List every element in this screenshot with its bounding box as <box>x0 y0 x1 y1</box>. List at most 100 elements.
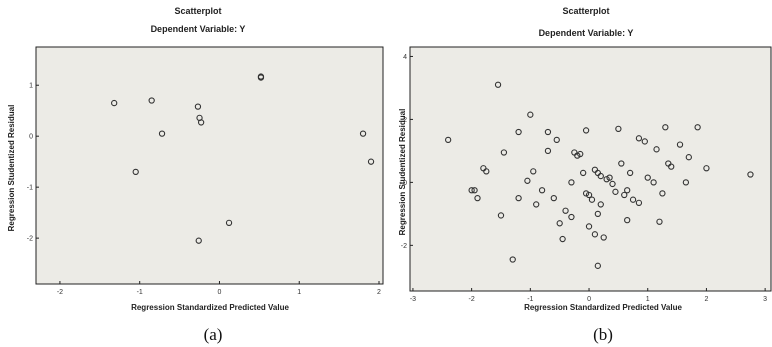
y-tick-label: 2 <box>403 117 407 124</box>
data-point <box>509 256 516 263</box>
data-point <box>568 179 575 186</box>
data-point <box>609 180 616 188</box>
data-point <box>644 174 651 181</box>
data-point <box>656 218 663 225</box>
data-point <box>367 158 375 165</box>
data-point <box>685 154 692 161</box>
y-tick-label: 0 <box>29 134 33 141</box>
data-point <box>533 201 540 208</box>
data-point <box>515 194 522 202</box>
data-point <box>629 196 637 203</box>
x-tick-label: 2 <box>704 296 708 303</box>
data-point <box>195 237 202 244</box>
data-point <box>626 169 634 177</box>
data-point <box>544 128 552 136</box>
data-point <box>530 168 537 175</box>
data-point <box>497 212 505 219</box>
x-tick-label: -2 <box>469 296 475 303</box>
data-point <box>468 187 475 194</box>
data-point <box>562 207 569 214</box>
chart-subtitle: Dependent Variable: Y <box>151 24 246 34</box>
data-point <box>568 213 575 221</box>
data-point <box>612 188 619 195</box>
chart-subtitle: Dependent Variable: Y <box>539 28 634 38</box>
data-point <box>606 174 613 181</box>
data-point <box>132 168 139 176</box>
data-point <box>538 187 546 194</box>
data-point <box>594 210 601 218</box>
data-point <box>597 201 604 208</box>
data-point <box>194 103 202 110</box>
chart-title: Scatterplot <box>562 6 609 16</box>
x-tick-label: 2 <box>377 289 381 296</box>
data-point <box>585 191 593 199</box>
data-point <box>359 130 367 137</box>
data-point <box>624 217 631 224</box>
data-point <box>615 125 622 133</box>
data-point <box>588 196 596 203</box>
x-axis-label: Regression Standardized Predicted Value <box>524 303 682 312</box>
y-tick-label: -1 <box>27 185 33 192</box>
y-tick-label: 1 <box>29 83 33 90</box>
data-point <box>577 150 584 158</box>
scatterplot-panel-a: Scatterplot Dependent Variable: Y -2 -1 0 1… <box>7 6 384 344</box>
y-tick-label: 0 <box>403 180 407 187</box>
data-point <box>650 179 657 186</box>
data-point <box>582 127 590 134</box>
x-tick-label: 0 <box>218 289 222 296</box>
data-points <box>111 73 375 244</box>
y-tick-label: -2 <box>401 243 407 250</box>
y-axis-label: Regression Studentized Residual <box>7 105 16 232</box>
data-point <box>524 177 531 184</box>
data-point <box>621 191 628 199</box>
y-axis-label: Regression Studentized Residual <box>398 109 407 236</box>
x-tick-label: 1 <box>297 289 301 296</box>
data-points <box>445 81 754 269</box>
x-tick-label: 0 <box>587 296 591 303</box>
y-tick-label: -2 <box>27 236 33 243</box>
data-point <box>148 97 155 104</box>
x-ticks: -2 -1 0 1 2 <box>57 281 381 296</box>
data-point <box>676 141 684 148</box>
data-point <box>556 220 563 227</box>
data-point <box>600 234 607 241</box>
data-point <box>585 223 593 230</box>
data-point <box>225 219 233 226</box>
data-point <box>553 136 560 144</box>
x-tick-label: -1 <box>137 289 143 296</box>
data-point <box>694 124 701 131</box>
data-point <box>257 74 265 81</box>
data-point <box>515 128 522 136</box>
x-ticks: -3 -2 -1 0 1 2 3 <box>410 288 767 303</box>
data-point <box>668 163 675 170</box>
data-point <box>659 190 666 197</box>
data-point <box>197 119 205 126</box>
data-point <box>635 135 643 142</box>
data-point <box>158 130 166 137</box>
chart-title: Scatterplot <box>174 6 221 16</box>
data-point <box>635 199 643 206</box>
data-point <box>624 187 631 194</box>
data-point <box>618 160 625 167</box>
data-point <box>662 124 669 131</box>
x-tick-label: 3 <box>763 296 767 303</box>
panel-caption: (b) <box>593 325 613 344</box>
x-axis-label: Regression Standardized Predicted Value <box>131 303 289 312</box>
panel-caption: (a) <box>204 325 223 344</box>
data-point <box>550 194 557 202</box>
data-point <box>471 187 478 194</box>
y-ticks: -2 0 2 4 <box>401 54 413 250</box>
data-point <box>594 262 601 269</box>
data-point <box>111 99 118 107</box>
data-point <box>527 111 534 118</box>
data-point <box>494 81 502 88</box>
x-tick-label: -1 <box>527 296 533 303</box>
y-tick-label: 4 <box>403 54 407 61</box>
x-tick-label: 1 <box>646 296 650 303</box>
y-ticks: -2 -1 0 1 <box>27 83 39 243</box>
x-tick-label: -2 <box>57 289 63 296</box>
data-point <box>500 149 508 156</box>
scatterplot-panel-b: Scatterplot Dependent Variable: Y -3 -2 -1… <box>398 6 772 344</box>
data-point <box>641 138 648 145</box>
